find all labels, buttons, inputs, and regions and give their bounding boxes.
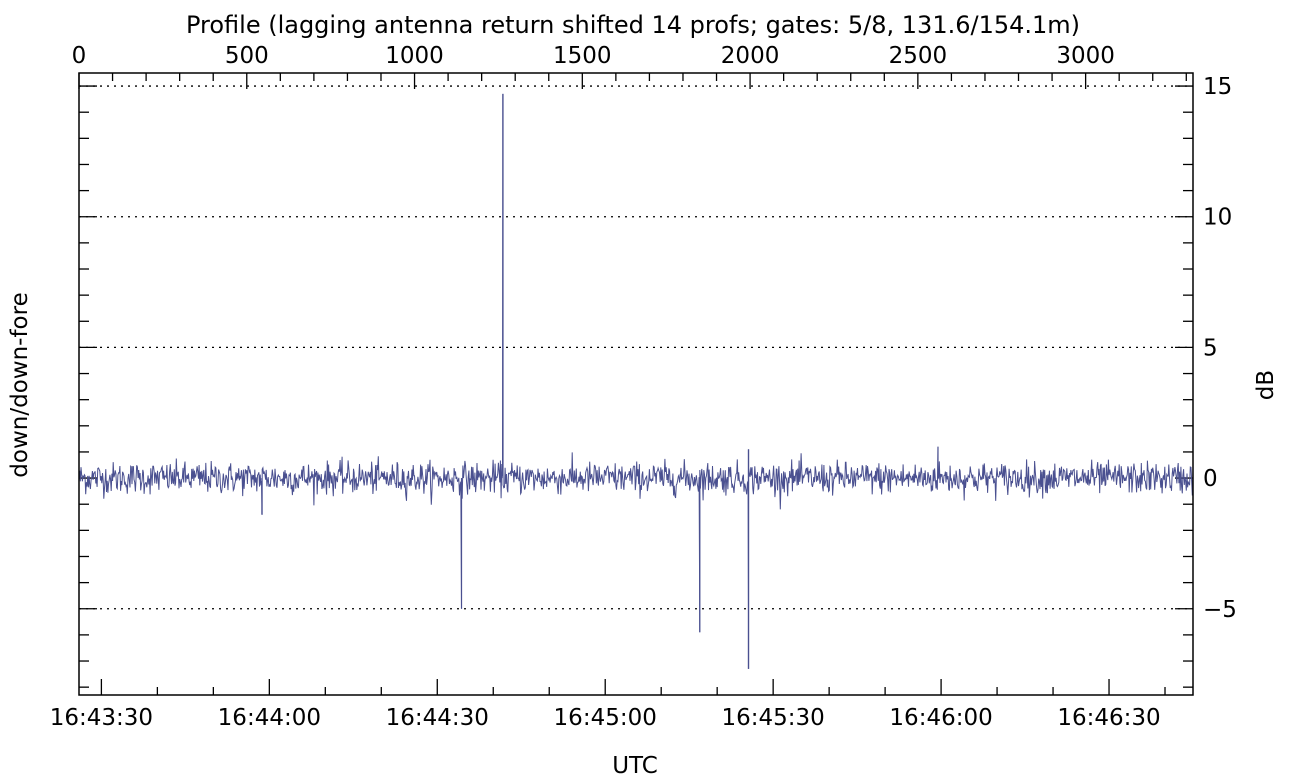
y-tick-label: 15 (1203, 74, 1232, 100)
top-tick-label: 3000 (1056, 43, 1115, 69)
chart-title: Profile (lagging antenna return shifted … (186, 11, 1080, 39)
plot-area (78, 93, 1194, 669)
grid (79, 85, 1193, 610)
top-tick-label: 2000 (721, 43, 780, 69)
bottom-tick-label: 16:45:00 (554, 705, 657, 731)
x-axis-title: UTC (612, 753, 658, 779)
top-axis: 0 500 1000 1500 2000 2500 3000 (72, 43, 1187, 89)
top-tick-label: 1000 (385, 43, 444, 69)
bottom-tick-label: 16:43:30 (50, 705, 153, 731)
bottom-tick-label: 16:46:30 (1057, 705, 1160, 731)
right-axis: 15 10 5 0 −5 (79, 74, 1237, 688)
bottom-axis: 16:43:30 16:44:00 16:44:30 16:45:00 16:45:30… (50, 679, 1166, 731)
y-axis-title-left: down/down-fore (7, 292, 33, 477)
y-tick-label: −5 (1203, 597, 1237, 623)
y-tick-label: 10 (1203, 205, 1232, 231)
bottom-tick-label: 16:45:30 (721, 705, 824, 731)
top-tick-label: 2500 (889, 43, 948, 69)
y-tick-label: 5 (1203, 335, 1218, 361)
top-tick-label: 500 (225, 43, 269, 69)
bottom-tick-label: 16:46:00 (889, 705, 992, 731)
bottom-tick-label: 16:44:00 (218, 705, 321, 731)
top-tick-label: 0 (72, 43, 87, 69)
y-tick-label: 0 (1203, 466, 1218, 492)
plot-frame (78, 72, 1194, 696)
y-axis-title-right: dB (1253, 370, 1279, 400)
bottom-tick-label: 16:44:30 (386, 705, 489, 731)
series-line (78, 93, 1194, 669)
top-tick-label: 1500 (553, 43, 612, 69)
